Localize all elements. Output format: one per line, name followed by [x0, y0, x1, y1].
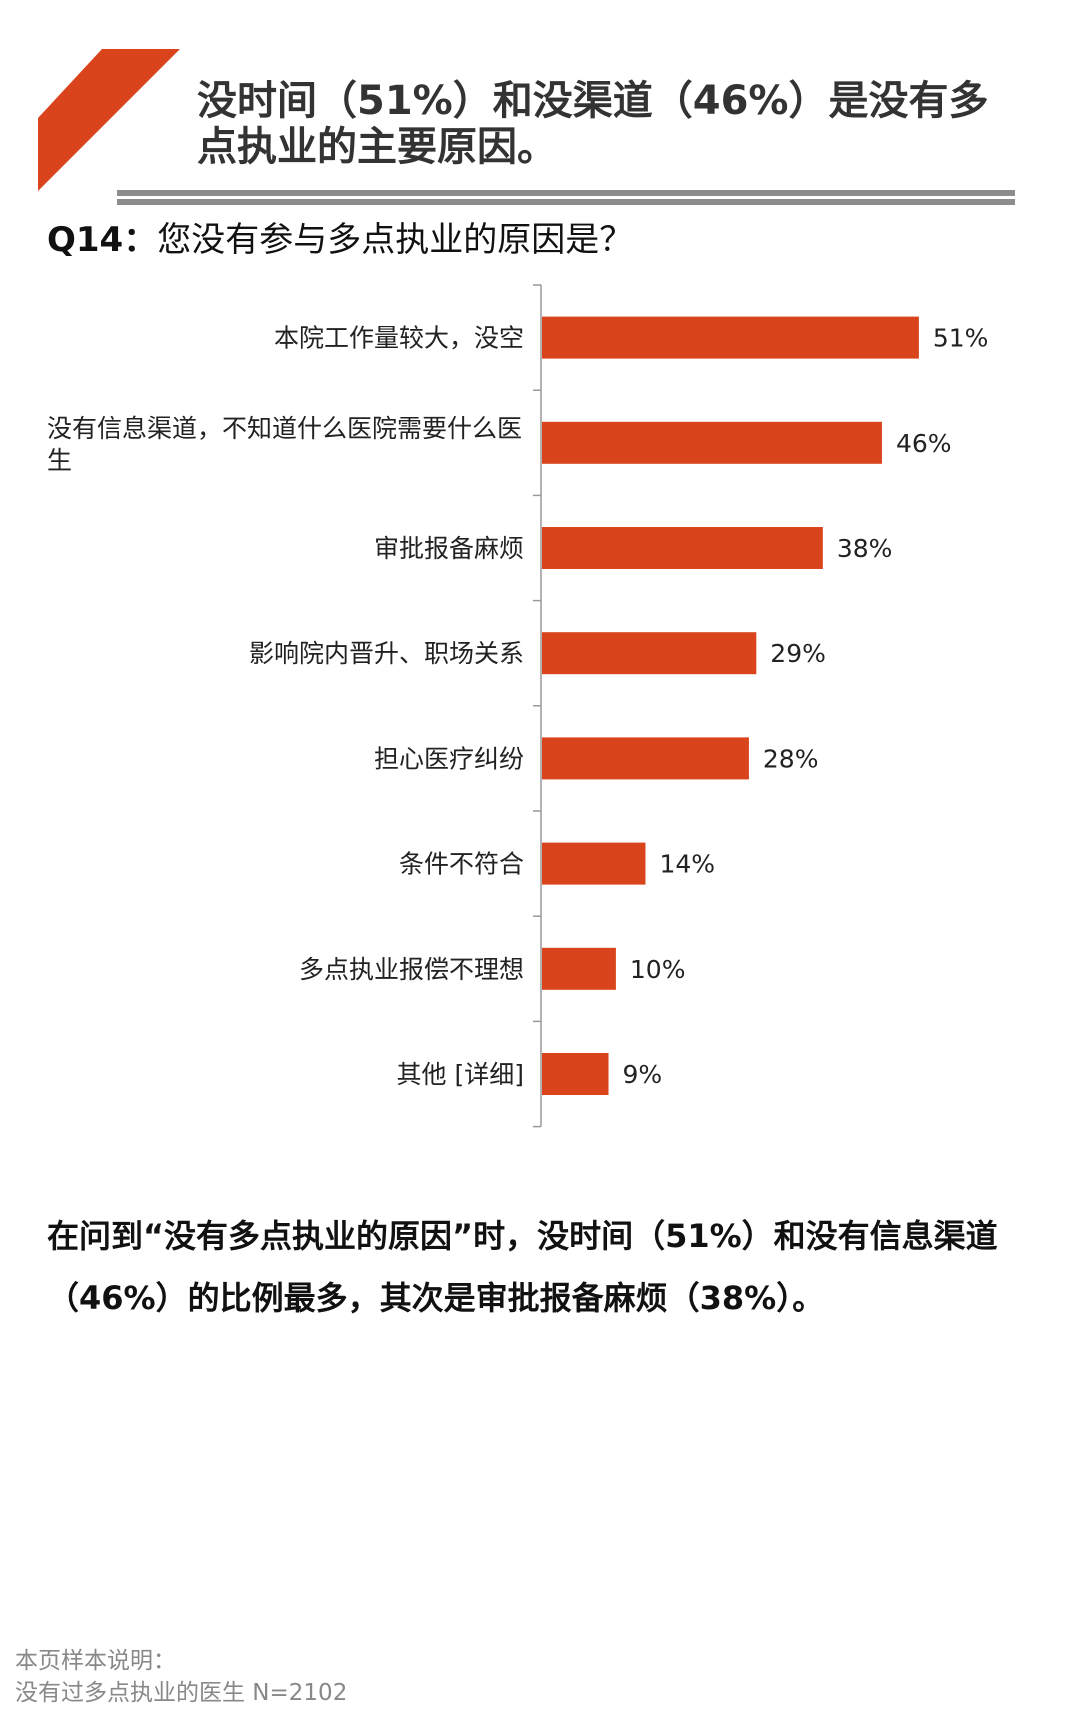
category-label: 影响院内晋升、职场关系	[249, 639, 524, 668]
sample-note: 本页样本说明： 没有过多点执业的医生 N=2102	[15, 1645, 347, 1709]
bar-chart: 51% 本院工作量较大，没空 46% 没有信息渠道，不知道什么医院需要什么医生 38% 审…	[47, 284, 989, 1128]
bar	[542, 632, 757, 675]
category-label: 审批报备麻烦	[374, 534, 524, 563]
bar	[542, 737, 749, 780]
category-label: 其他 [详细]	[397, 1060, 524, 1089]
bar	[542, 842, 646, 885]
divider-bottom	[117, 199, 1015, 205]
bar	[542, 421, 882, 464]
question-id: Q14：	[47, 220, 158, 260]
value-label: 28%	[763, 744, 819, 773]
category-label: 本院工作量较大，没空	[274, 324, 524, 353]
value-label: 46%	[896, 429, 952, 458]
value-label: 51%	[933, 324, 989, 353]
sample-note-detail: 没有过多点执业的医生 N=2102	[15, 1680, 348, 1706]
category-label: 多点执业报偿不理想	[299, 955, 524, 984]
category-label: 没有信息渠道，不知道什么医院需要什么医生	[47, 414, 522, 475]
page-title: 没时间（51%）和没渠道（46%）是没有多点执业的主要原因。	[197, 78, 989, 170]
value-label: 38%	[837, 534, 893, 563]
accent-stripe	[38, 49, 180, 191]
sample-note-title: 本页样本说明：	[15, 1648, 176, 1674]
bar	[542, 947, 616, 990]
bar	[542, 527, 823, 569]
bar	[542, 1053, 609, 1095]
value-label: 14%	[659, 850, 715, 879]
question: Q14：您没有参与多点执业的原因是？	[47, 212, 633, 261]
bar	[542, 316, 919, 359]
divider-top	[117, 190, 1015, 196]
question-text: 您没有参与多点执业的原因是？	[157, 220, 634, 260]
value-label: 10%	[630, 955, 686, 984]
category-label: 担心医疗纠纷	[374, 744, 524, 773]
category-label: 条件不符合	[399, 850, 524, 879]
value-label: 29%	[770, 639, 826, 668]
value-label: 9%	[623, 1060, 663, 1089]
conclusion-text: 在问到“没有多点执业的原因”时，没时间（51%）和没有信息渠道（46%）的比例最…	[47, 1217, 998, 1317]
